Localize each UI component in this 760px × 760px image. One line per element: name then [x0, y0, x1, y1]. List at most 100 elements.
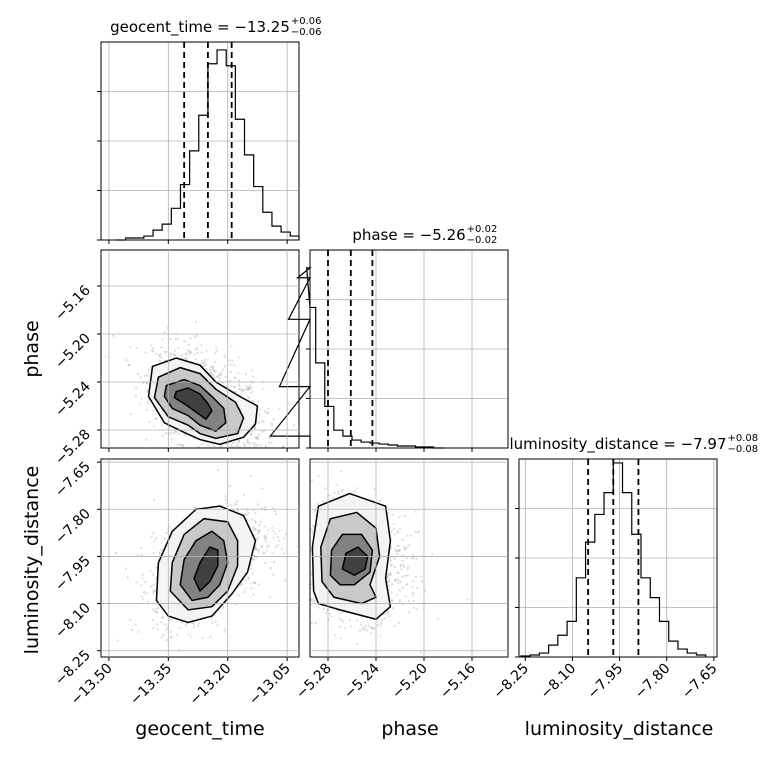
scatter-point — [197, 625, 200, 628]
scatter-point — [379, 635, 382, 638]
scatter-point — [245, 373, 248, 376]
scatter-point — [237, 383, 241, 386]
scatter-point — [202, 361, 205, 364]
scatter-point — [348, 619, 351, 622]
scatter-point — [200, 344, 203, 347]
scatter-point — [306, 560, 308, 562]
title-minus: −0.02 — [467, 235, 498, 246]
scatter-point — [281, 547, 284, 551]
scatter-point — [258, 413, 261, 416]
scatter-point — [414, 530, 417, 533]
scatter-point — [178, 648, 181, 651]
scatter-point — [177, 346, 180, 349]
scatter-point — [386, 612, 389, 615]
scatter-point — [197, 445, 200, 448]
scatter-point — [296, 584, 298, 586]
scatter-point — [391, 513, 395, 516]
x-axis-label-phase: phase — [381, 718, 438, 740]
scatter-point — [211, 366, 214, 369]
scatter-point — [272, 560, 276, 564]
scatter-point — [245, 384, 248, 388]
scatter-point — [282, 552, 286, 555]
scatter-point — [250, 399, 253, 402]
scatter-point — [302, 595, 304, 597]
scatter-point — [272, 474, 274, 476]
scatter-point — [324, 487, 327, 490]
scatter-point — [263, 534, 266, 538]
scatter-point — [302, 563, 304, 565]
scatter-point — [389, 564, 392, 567]
y-tick-label: −5.16 — [52, 282, 94, 324]
scatter-point — [403, 546, 406, 549]
contour-level-3 — [169, 517, 239, 611]
scatter-point — [250, 518, 254, 521]
scatter-point — [187, 633, 190, 636]
panel-frame — [309, 249, 509, 449]
scatter-point — [251, 390, 254, 393]
scatter-point — [145, 408, 149, 411]
scatter-point — [281, 445, 284, 448]
scatter-point — [257, 530, 260, 533]
scatter-point — [359, 623, 362, 626]
x-tick-label: −7.95 — [585, 661, 627, 703]
scatter-point — [214, 351, 217, 355]
scatter-point — [290, 552, 292, 554]
scatter-point — [169, 355, 172, 359]
scatter-point — [405, 583, 408, 586]
panel-frame — [100, 249, 300, 449]
scatter-point — [268, 596, 271, 599]
scatter-point — [271, 431, 274, 434]
scatter-point — [328, 612, 332, 615]
scatter-point — [278, 407, 281, 410]
scatter-point — [260, 419, 264, 423]
scatter-point — [224, 628, 227, 631]
scatter-point — [236, 509, 240, 513]
scatter-point — [336, 610, 340, 613]
density-fill — [174, 388, 212, 420]
scatter-point — [160, 549, 163, 552]
scatter-point — [246, 438, 249, 442]
density-fill — [194, 547, 218, 591]
scatter-point — [193, 506, 196, 510]
scatter-point — [194, 348, 197, 351]
scatter-point — [397, 545, 400, 548]
scatter-point — [252, 526, 255, 529]
scatter-point — [281, 455, 283, 457]
scatter-point — [252, 441, 255, 445]
scatter-point — [142, 591, 146, 594]
scatter-point — [188, 350, 191, 353]
scatter-point — [284, 532, 287, 536]
panel-content — [114, 469, 299, 651]
scatter-point — [272, 418, 275, 421]
scatter-point — [216, 623, 219, 627]
scatter-point — [264, 506, 267, 509]
scatter-point — [218, 452, 220, 454]
scatter-point — [200, 362, 203, 365]
scatter-point — [271, 526, 274, 530]
scatter-point — [396, 531, 400, 534]
scatter-point — [173, 349, 176, 352]
scatter-point — [269, 566, 273, 570]
scatter-point — [301, 574, 303, 576]
scatter-point — [255, 444, 259, 447]
scatter-point — [405, 574, 408, 577]
scatter-point — [302, 536, 304, 538]
scatter-point — [370, 626, 373, 629]
scatter-point — [191, 451, 193, 453]
scatter-point — [234, 440, 237, 443]
scatter-point — [151, 347, 155, 350]
panel-geocent_time-vs-phase — [100, 249, 300, 476]
scatter-point — [407, 611, 411, 614]
scatter-point — [235, 451, 237, 453]
scatter-point — [229, 453, 231, 455]
scatter-point — [155, 607, 158, 610]
scatter-point — [312, 598, 315, 601]
scatter-point — [240, 583, 244, 586]
scatter-point — [412, 606, 415, 609]
scatter-point — [186, 349, 189, 352]
scatter-point — [245, 510, 248, 513]
scatter-point — [112, 334, 115, 337]
title-plus: +0.08 — [728, 433, 759, 444]
scatter-point — [416, 531, 419, 534]
scatter-point — [114, 551, 117, 554]
